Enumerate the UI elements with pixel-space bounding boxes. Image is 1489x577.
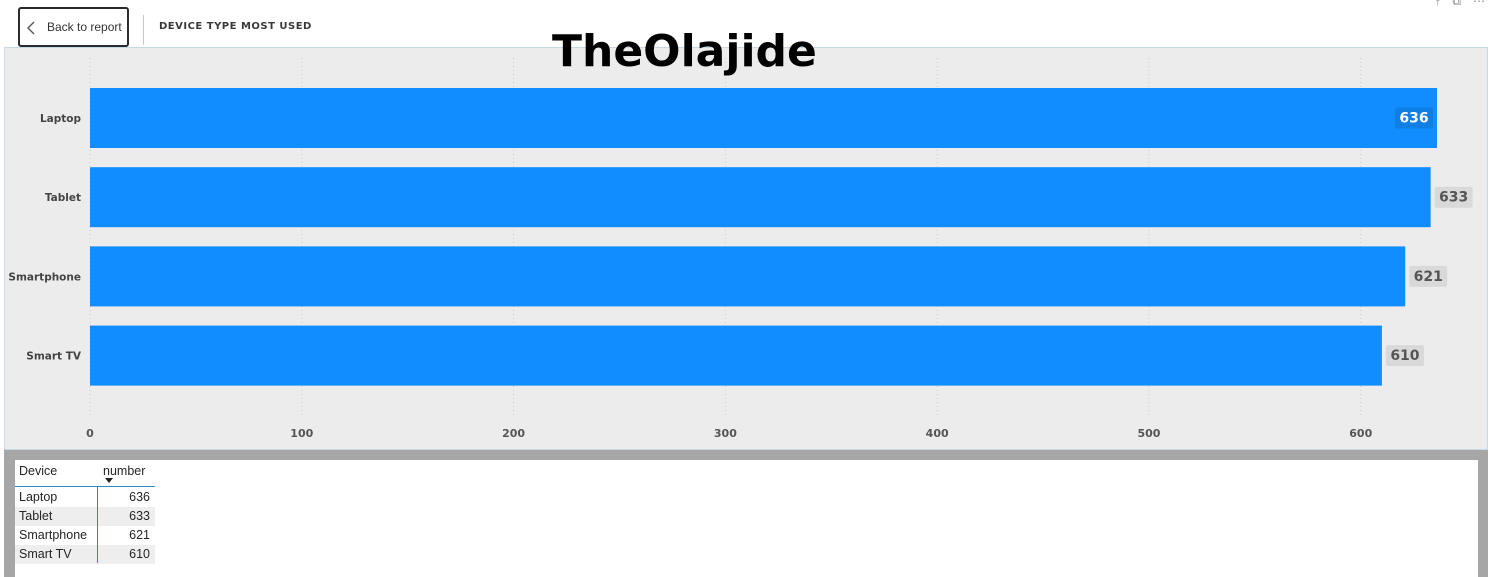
back-button-label: Back to report	[47, 20, 122, 34]
more-options-icon[interactable]: ⋯	[1473, 0, 1485, 9]
category-label: Smart TV	[26, 351, 82, 363]
column-header-number[interactable]: number	[103, 464, 145, 478]
x-tick-label: 200	[502, 427, 525, 440]
category-label: Tablet	[45, 192, 81, 204]
column-header-device[interactable]: Device	[19, 464, 57, 478]
x-tick-label: 400	[926, 427, 949, 440]
back-to-report-button[interactable]: Back to report	[18, 7, 129, 47]
sort-descending-icon[interactable]	[105, 478, 113, 483]
column-divider	[97, 487, 98, 563]
bar-chart: 636 633 621 610 0 100 200 300 400 500 600 Laptop Ta…	[5, 48, 1489, 451]
bar[interactable]	[90, 88, 1437, 148]
cell-number: 636	[129, 490, 150, 504]
cell-number: 633	[129, 509, 150, 523]
cell-device: Tablet	[19, 509, 52, 523]
data-label: 633	[1439, 190, 1468, 206]
cell-number: 610	[129, 547, 150, 561]
x-tick-label: 300	[714, 427, 737, 440]
bar-chart-panel: 636 633 621 610 0 100 200 300 400 500 600 Laptop Ta…	[4, 47, 1488, 450]
chevron-left-icon	[25, 21, 37, 35]
watermark-text: TheOlajide	[552, 26, 817, 77]
header-rule	[15, 486, 155, 487]
x-tick-label: 0	[86, 427, 94, 440]
table-row[interactable]: Tablet 633	[15, 507, 155, 526]
bar[interactable]	[90, 246, 1405, 306]
data-label: 610	[1390, 348, 1419, 364]
cell-device: Smartphone	[19, 528, 87, 542]
visual-header-icons: ⫯ ⧉ ⋯	[1435, 0, 1485, 9]
table-row[interactable]: Smartphone 621	[15, 526, 155, 545]
cell-device: Laptop	[19, 490, 57, 504]
x-tick-label: 500	[1137, 427, 1160, 440]
category-label: Laptop	[40, 113, 82, 125]
data-table-card: Device number Laptop 636 Tablet 633 Smar…	[15, 460, 1478, 577]
bar[interactable]	[90, 326, 1382, 386]
table-row[interactable]: Smart TV 610	[15, 545, 155, 564]
focus-mode-icon[interactable]: ⧉	[1452, 0, 1461, 9]
category-label: Smartphone	[8, 271, 81, 283]
page-title: DEVICE TYPE MOST USED	[159, 21, 312, 32]
data-label: 636	[1399, 111, 1428, 127]
header-divider	[143, 15, 144, 45]
bar[interactable]	[90, 167, 1431, 227]
filter-icon[interactable]: ⫯	[1435, 0, 1440, 9]
x-tick-label: 100	[290, 427, 313, 440]
table-row[interactable]: Laptop 636	[15, 488, 155, 507]
cell-device: Smart TV	[19, 547, 72, 561]
table-frame: Device number Laptop 636 Tablet 633 Smar…	[4, 450, 1488, 577]
x-tick-label: 600	[1349, 427, 1372, 440]
data-label: 621	[1414, 269, 1443, 285]
cell-number: 621	[129, 528, 150, 542]
